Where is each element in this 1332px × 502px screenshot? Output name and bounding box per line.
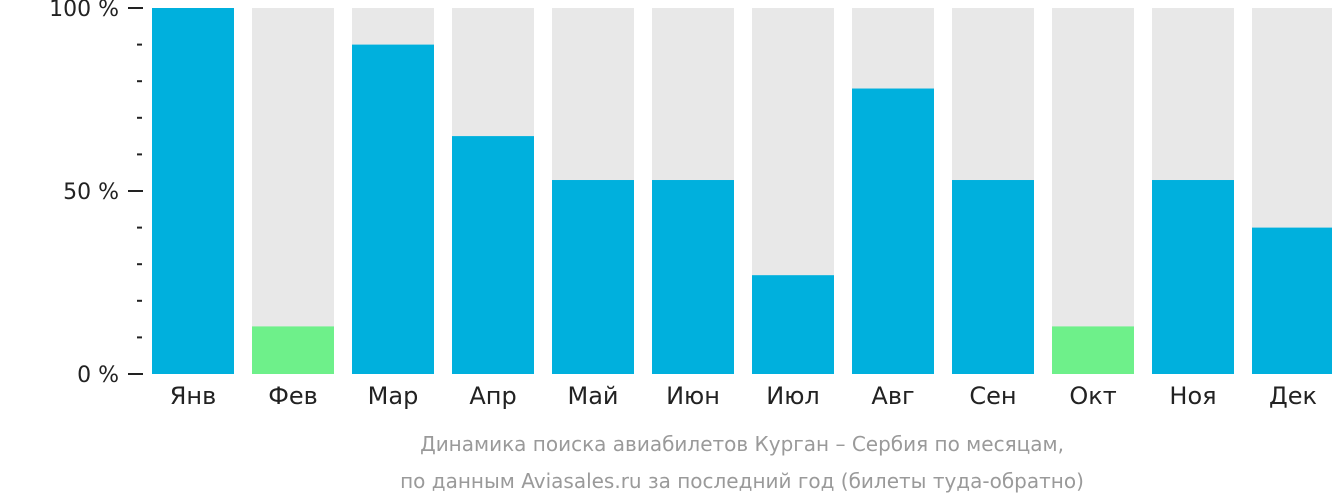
x-category-label: Июн xyxy=(666,382,720,410)
x-category-label: Апр xyxy=(469,382,516,410)
y-tick-label: 0 % xyxy=(77,363,119,388)
bar-6 xyxy=(652,180,734,374)
bar-3 xyxy=(352,44,434,374)
y-axis: 100 % 50 % 0 % xyxy=(49,0,143,388)
bar-10 xyxy=(1052,326,1134,374)
bar-12 xyxy=(1252,227,1332,374)
y-tick-label: 50 % xyxy=(63,180,119,205)
caption-line-1: Динамика поиска авиабилетов Курган – Сер… xyxy=(420,432,1064,456)
x-category-label: Сен xyxy=(969,382,1016,410)
x-category-label: Янв xyxy=(170,382,217,410)
bar-9 xyxy=(952,180,1034,374)
caption-line-2: по данным Aviasales.ru за последний год … xyxy=(400,469,1084,493)
x-category-label: Фев xyxy=(268,382,318,410)
bar-7 xyxy=(752,275,834,374)
bar-8 xyxy=(852,88,934,375)
bar-4 xyxy=(452,136,534,374)
x-category-label: Дек xyxy=(1269,382,1317,410)
x-category-label: Июл xyxy=(766,382,820,410)
x-category-label: Авг xyxy=(871,382,914,410)
bar-10-track xyxy=(1052,8,1134,374)
bar-11 xyxy=(1152,180,1234,374)
bars xyxy=(152,8,1332,375)
x-category-label: Окт xyxy=(1069,382,1116,410)
bar-1 xyxy=(152,8,234,374)
x-category-label: Май xyxy=(567,382,618,410)
x-axis-labels: Янв Фев Мар Апр Май Июн Июл Авг Сен Окт Ноя Дек xyxy=(170,382,1317,410)
bar-2 xyxy=(252,326,334,374)
bar-5 xyxy=(552,180,634,374)
y-tick-label: 100 % xyxy=(49,0,119,22)
x-category-label: Ноя xyxy=(1169,382,1216,410)
x-category-label: Мар xyxy=(368,382,419,410)
bar-2-track xyxy=(252,8,334,374)
